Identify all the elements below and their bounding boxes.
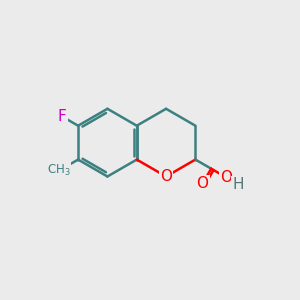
Text: CH$_3$: CH$_3$	[47, 163, 71, 178]
Text: O: O	[196, 176, 208, 191]
Text: H: H	[232, 177, 244, 192]
Text: O: O	[220, 170, 232, 185]
Text: O: O	[160, 169, 172, 184]
Text: F: F	[58, 109, 67, 124]
